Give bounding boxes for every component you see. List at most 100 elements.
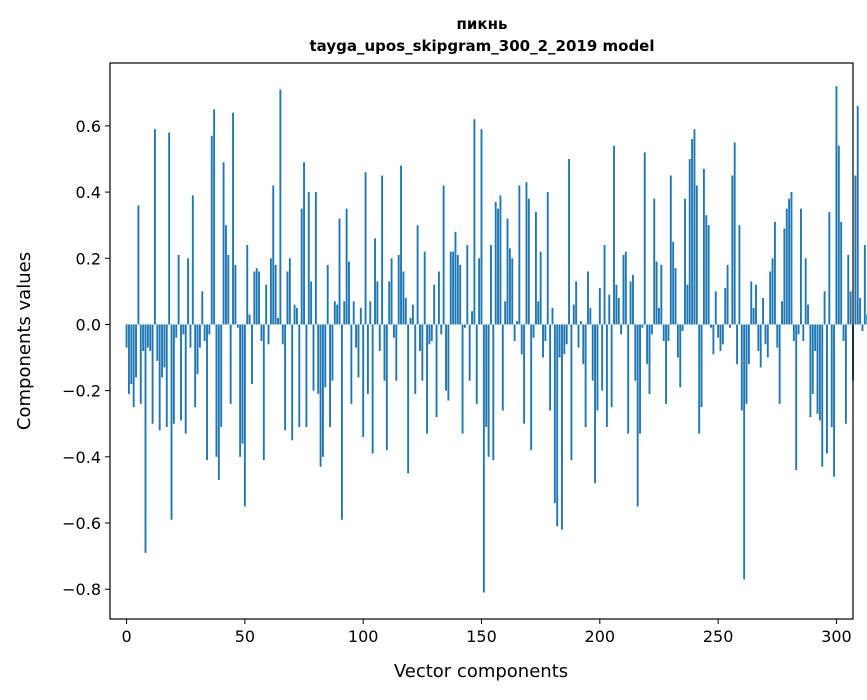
bar-209 xyxy=(620,324,623,335)
bar-23 xyxy=(180,324,182,421)
bar-87 xyxy=(331,324,334,381)
bar-203 xyxy=(605,324,608,428)
bar-227 xyxy=(662,324,665,341)
bar-305 xyxy=(847,254,850,325)
bar-304 xyxy=(844,324,847,424)
bar-49 xyxy=(241,324,244,444)
bar-126 xyxy=(423,251,426,325)
bar-64 xyxy=(277,317,279,325)
bar-185 xyxy=(563,324,566,355)
bar-140 xyxy=(456,254,459,325)
bar-189 xyxy=(572,304,575,325)
bar-147 xyxy=(473,119,476,325)
bar-208 xyxy=(617,297,620,325)
bar-273 xyxy=(771,258,774,325)
bar-67 xyxy=(284,324,287,431)
bar-61 xyxy=(269,258,272,325)
bar-251 xyxy=(719,324,722,351)
bar-37 xyxy=(213,109,216,325)
bar-88 xyxy=(333,301,336,325)
bar-146 xyxy=(471,311,473,325)
bar-53 xyxy=(251,324,253,385)
bar-127 xyxy=(426,324,429,434)
bar-137 xyxy=(449,251,452,325)
bar-128 xyxy=(428,324,431,345)
bar-76 xyxy=(305,324,308,428)
bar-253 xyxy=(724,288,727,325)
x-tick-label: 0 xyxy=(121,627,131,646)
bar-196 xyxy=(589,307,592,325)
bar-99 xyxy=(359,307,362,325)
bar-255 xyxy=(729,324,731,328)
bar-252 xyxy=(721,324,724,345)
bar-138 xyxy=(452,251,455,325)
bar-114 xyxy=(395,324,398,381)
bar-234 xyxy=(679,324,682,388)
bar-143 xyxy=(463,324,466,328)
bar-262 xyxy=(745,324,748,404)
bar-113 xyxy=(393,324,395,338)
bar-94 xyxy=(348,261,350,325)
bar-110 xyxy=(385,324,388,451)
bar-180 xyxy=(551,307,554,325)
bar-280 xyxy=(788,198,791,325)
bar-248 xyxy=(712,324,715,355)
bar-5 xyxy=(137,205,140,325)
bar-142 xyxy=(461,324,464,434)
bar-48 xyxy=(239,324,242,457)
bar-238 xyxy=(688,158,691,325)
bar-69 xyxy=(288,258,291,325)
bar-90 xyxy=(338,218,341,325)
bar-74 xyxy=(300,208,303,325)
bar-59 xyxy=(265,284,268,325)
bar-2 xyxy=(130,324,133,385)
bar-266 xyxy=(755,284,757,325)
bar-164 xyxy=(513,324,516,341)
bar-12 xyxy=(154,129,156,325)
bar-54 xyxy=(253,271,256,325)
bar-58 xyxy=(262,324,265,461)
bar-165 xyxy=(516,321,518,325)
bar-210 xyxy=(622,254,625,325)
bar-95 xyxy=(350,324,353,404)
bar-298 xyxy=(830,324,833,428)
bar-300 xyxy=(835,86,838,325)
bar-7 xyxy=(142,324,145,351)
bar-83 xyxy=(322,324,324,457)
plot-frame xyxy=(109,62,854,620)
bar-172 xyxy=(532,324,535,338)
bar-239 xyxy=(691,139,694,325)
bar-91 xyxy=(340,324,343,520)
bar-44 xyxy=(229,324,232,404)
bar-220 xyxy=(646,324,649,365)
bar-41 xyxy=(222,162,225,325)
bar-160 xyxy=(504,301,507,325)
bar-152 xyxy=(485,324,488,428)
bar-52 xyxy=(248,314,251,325)
bar-303 xyxy=(842,324,845,341)
bar-171 xyxy=(530,324,533,451)
bar-46 xyxy=(234,264,237,325)
bar-98 xyxy=(357,324,360,378)
bar-207 xyxy=(615,284,618,325)
bar-221 xyxy=(648,324,651,394)
bar-20 xyxy=(172,324,175,424)
bar-81 xyxy=(317,324,320,394)
bar-237 xyxy=(686,284,689,325)
bar-289 xyxy=(809,324,812,418)
bar-282 xyxy=(792,324,795,341)
bar-6 xyxy=(139,324,142,404)
bar-13 xyxy=(156,324,159,361)
y-tick-label: 0.6 xyxy=(76,117,101,136)
bar-269 xyxy=(762,297,765,325)
bar-158 xyxy=(499,195,502,325)
bar-84 xyxy=(324,324,327,388)
bar-121 xyxy=(411,304,414,325)
bar-60 xyxy=(267,324,270,345)
bar-278 xyxy=(783,228,786,325)
bar-244 xyxy=(702,168,705,325)
x-tick-label: 250 xyxy=(703,627,734,646)
bar-70 xyxy=(291,324,294,441)
